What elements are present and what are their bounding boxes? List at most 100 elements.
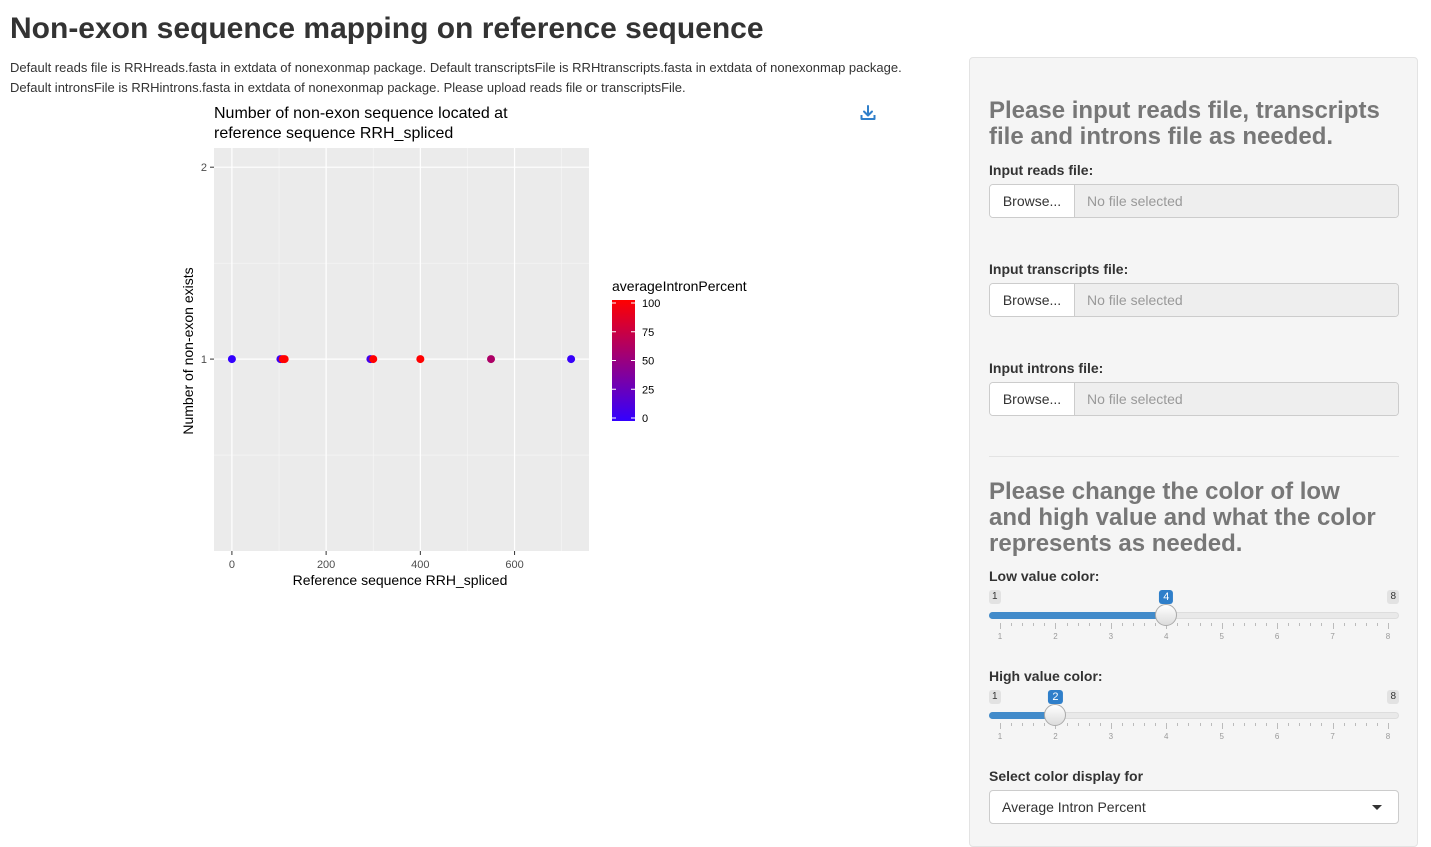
data-points — [227, 355, 576, 364]
slider-minor-tick — [1210, 623, 1212, 626]
slider-minor-tick — [1188, 723, 1190, 726]
legend-tick-label: 100 — [642, 298, 660, 310]
data-point — [416, 355, 425, 364]
slider-tick — [1055, 623, 1057, 629]
slider-minor-tick — [1022, 723, 1024, 726]
download-icon — [860, 105, 876, 120]
slider-minor-tick — [1299, 623, 1301, 626]
slider-minor-tick — [1365, 623, 1367, 626]
slider-minor-tick — [1144, 623, 1146, 626]
plot-panel — [214, 148, 589, 551]
high-color-label: High value color: — [989, 668, 1103, 684]
slider-minor-tick — [1033, 723, 1035, 726]
y-tick-label: 2 — [201, 162, 207, 174]
slider-minor-tick — [1099, 723, 1101, 726]
chart-title-line-2: reference sequence RRH_spliced — [214, 125, 453, 142]
slider-tick — [1388, 723, 1389, 729]
color-settings-heading: Please change the color of low and high … — [989, 478, 1376, 557]
slider-tick — [1110, 723, 1112, 729]
slider-minor-tick — [1033, 623, 1035, 626]
slider-tick — [1110, 623, 1112, 629]
slider-minor-tick — [1266, 723, 1268, 726]
page-title: Non-exon sequence mapping on reference s… — [10, 12, 764, 45]
slider-tick-label: 4 — [1164, 732, 1169, 741]
slider-minor-tick — [1254, 723, 1256, 726]
slider-minor-tick — [1254, 623, 1256, 626]
introns-browse-button[interactable]: Browse... — [990, 383, 1075, 415]
slider-minor-tick — [1188, 623, 1190, 626]
slider-minor-tick — [1088, 623, 1090, 626]
color-legend: averageIntronPercent 100 75 50 25 0 — [612, 278, 747, 425]
download-button[interactable] — [857, 102, 879, 124]
transcripts-file-input[interactable]: Browse... No file selected — [989, 283, 1399, 317]
slider-tick-label: 3 — [1108, 732, 1114, 741]
legend-colorbar — [612, 300, 635, 421]
slider-tick — [1332, 623, 1334, 629]
reads-browse-button[interactable]: Browse... — [990, 185, 1075, 217]
scatter-plot: Number of non-exon sequence located at r… — [180, 105, 747, 588]
slider-tick-label: 1 — [997, 732, 1003, 741]
slider-minor-tick — [1177, 623, 1179, 626]
transcripts-file-name: No file selected — [1075, 284, 1398, 316]
slider-max-label: 8 — [1387, 690, 1399, 704]
x-tick-label: 0 — [229, 559, 235, 571]
slider-min-label: 1 — [989, 590, 1001, 604]
slider-minor-tick — [1121, 623, 1123, 626]
slider-minor-tick — [1066, 723, 1068, 726]
slider-handle[interactable] — [1155, 604, 1178, 626]
reads-file-input[interactable]: Browse... No file selected — [989, 184, 1399, 218]
slider-minor-tick — [1155, 723, 1157, 726]
slider-tick-label: 6 — [1274, 732, 1280, 741]
slider-minor-tick — [1343, 723, 1345, 726]
slider-minor-tick — [1376, 723, 1378, 726]
slider-handle[interactable] — [1044, 704, 1067, 726]
slider-tick-label: 3 — [1108, 632, 1114, 641]
slider-minor-tick — [1243, 723, 1245, 726]
slider-minor-tick — [1299, 723, 1301, 726]
slider-minor-tick — [1022, 623, 1024, 626]
slider-value-label: 4 — [1159, 590, 1174, 604]
legend-tick-label: 75 — [642, 327, 654, 339]
transcripts-browse-button[interactable]: Browse... — [990, 284, 1075, 316]
slider-tick — [1221, 723, 1223, 729]
slider-minor-tick — [1210, 723, 1212, 726]
slider-minor-tick — [1310, 723, 1312, 726]
slider-tick — [1166, 623, 1168, 629]
introns-file-label: Input introns file: — [989, 360, 1104, 376]
slider-tick — [1221, 623, 1223, 629]
x-axis-label: Reference sequence RRH_spliced — [293, 572, 508, 588]
slider-tick — [1388, 623, 1389, 629]
slider-minor-tick — [1243, 623, 1245, 626]
introns-file-input[interactable]: Browse... No file selected — [989, 382, 1399, 416]
slider-tick — [1277, 723, 1279, 729]
legend-ticks: 100 75 50 25 0 — [612, 298, 660, 425]
slider-minor-tick — [1133, 623, 1135, 626]
slider-minor-tick — [1177, 723, 1179, 726]
slider-tick-label: 7 — [1330, 632, 1335, 641]
legend-title: averageIntronPercent — [612, 278, 747, 294]
color-display-selected: Average Intron Percent — [1002, 799, 1146, 815]
slider-tick — [1332, 723, 1334, 729]
low-color-slider[interactable]: 1 8 1 2 3 4 5 6 7 8 4 — [989, 590, 1399, 650]
section-divider — [989, 456, 1399, 457]
high-color-slider[interactable]: 1 8 1 2 3 4 5 6 7 8 2 — [989, 690, 1399, 750]
slider-minor-tick — [1266, 623, 1268, 626]
x-tick-label: 200 — [317, 559, 335, 571]
chevron-down-icon — [1372, 805, 1382, 810]
slider-value-label: 2 — [1048, 690, 1063, 704]
color-display-select[interactable]: Average Intron Percent — [989, 790, 1399, 824]
slider-tick — [1277, 623, 1279, 629]
sidebar-panel: Please input reads file, transcripts fil… — [969, 57, 1418, 847]
slider-fill — [989, 712, 1056, 719]
slider-tick — [1166, 723, 1168, 729]
slider-minor-tick — [1376, 623, 1378, 626]
slider-minor-tick — [1066, 623, 1068, 626]
slider-minor-tick — [1099, 623, 1101, 626]
slider-minor-tick — [1288, 623, 1290, 626]
slider-min-label: 1 — [989, 690, 1001, 704]
slider-minor-tick — [1310, 623, 1312, 626]
input-files-heading: Please input reads file, transcripts fil… — [989, 97, 1380, 150]
slider-tick-label: 5 — [1219, 632, 1224, 641]
slider-tick — [1000, 623, 1001, 629]
axes: 0 200 400 600 1 2 — [201, 162, 524, 571]
